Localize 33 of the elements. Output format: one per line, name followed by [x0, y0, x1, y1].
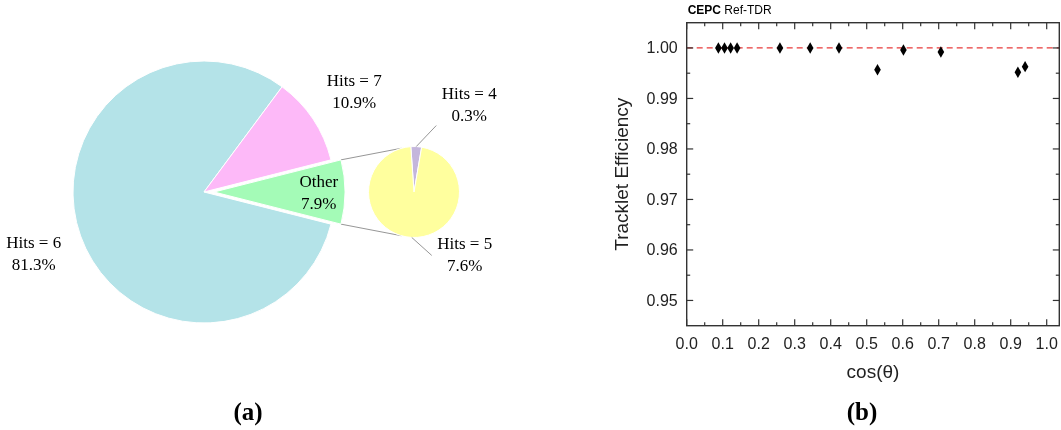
x-tick-label: 0.4: [819, 334, 842, 352]
x-tick-label: 0.9: [999, 334, 1022, 352]
pie-slice: [368, 146, 460, 238]
data-label: 7.6%: [447, 256, 483, 276]
data-label: 81.3%: [11, 254, 56, 274]
x-tick-label: 0.5: [855, 334, 878, 352]
x-tick-label: 0.7: [927, 334, 950, 352]
text: (a): [233, 398, 263, 426]
text: (b): [846, 398, 878, 426]
slice-label: Hits = 6: [6, 232, 62, 252]
x-tick-label: 1.0: [1035, 334, 1058, 352]
slice-label: Other: [299, 172, 339, 191]
y-tick-label: 0.95: [646, 291, 678, 309]
slice-label: Hits = 5: [437, 234, 493, 254]
chart-title: CEPC Ref-TDR: [687, 3, 773, 17]
y-tick-label: 0.99: [646, 89, 678, 107]
y-axis-title: Tracklet Efficiency: [611, 97, 632, 251]
x-tick-label: 0.6: [891, 334, 914, 352]
y-tick-label: 0.98: [646, 140, 678, 158]
data-label: 7.9%: [301, 194, 337, 213]
y-tick-label: 1.00: [646, 39, 678, 57]
x-tick-label: 0.8: [963, 334, 986, 352]
x-tick-label: 0.1: [711, 334, 734, 352]
x-tick-label: 0.3: [783, 334, 806, 352]
data-label: 0.3%: [451, 105, 487, 125]
x-tick-label: 0.0: [675, 334, 698, 352]
y-tick-label: 0.96: [646, 241, 678, 259]
data-label: 10.9%: [332, 93, 377, 113]
x-axis-title: cos(θ): [846, 360, 900, 382]
slice-label: Hits = 7: [326, 71, 383, 91]
slice-label: Hits = 4: [441, 83, 498, 103]
y-tick-label: 0.97: [646, 190, 678, 208]
x-tick-label: 0.2: [747, 334, 770, 352]
